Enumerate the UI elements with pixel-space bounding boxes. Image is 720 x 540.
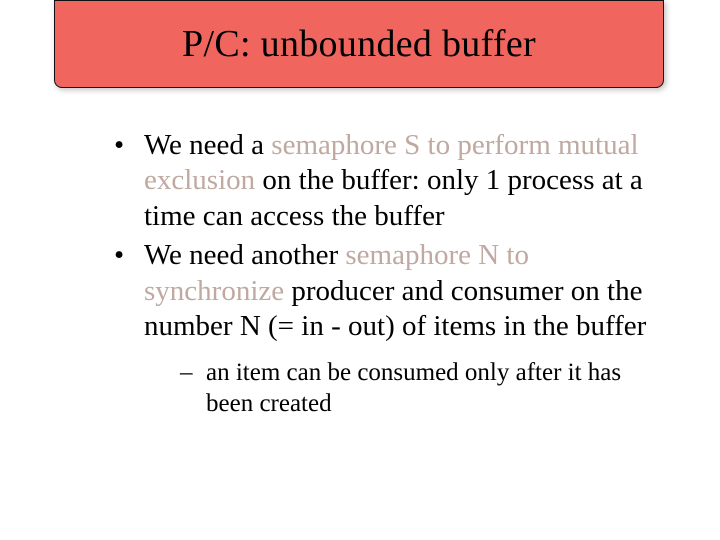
bullet-item-2: We need another semaphore N to synchroni… [108,238,653,419]
slide: P/C: unbounded buffer We need a semaphor… [0,0,720,540]
bullet-list: We need a semaphore S to perform mutual … [108,128,653,419]
slide-title: P/C: unbounded buffer [182,22,536,66]
sub-bullet-list: an item can be consumed only after it ha… [180,358,653,419]
title-bar: P/C: unbounded buffer [54,0,664,88]
bullet-1-text-a: We need a [144,129,271,161]
bullet-item-1: We need a semaphore S to perform mutual … [108,128,653,234]
slide-body: We need a semaphore S to perform mutual … [108,128,653,423]
bullet-2-text-a: We need another [144,239,345,271]
sub-bullet-1: an item can be consumed only after it ha… [180,358,653,419]
